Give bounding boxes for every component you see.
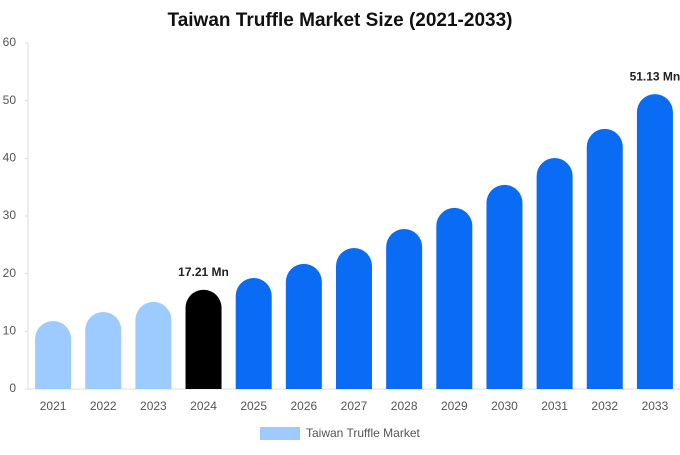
bar (135, 301, 172, 389)
legend-label: Taiwan Truffle Market (306, 426, 420, 440)
x-tick-label: 2033 (642, 399, 669, 413)
data-label: 17.21 Mn (178, 265, 229, 279)
bar (336, 248, 372, 389)
y-tick-label: 30 (3, 208, 17, 222)
x-tick-label: 2024 (190, 399, 217, 413)
bar (436, 207, 473, 389)
bar (486, 184, 523, 389)
x-tick-label: 2021 (40, 399, 67, 413)
legend-swatch (260, 427, 300, 440)
x-tick-label: 2032 (591, 399, 618, 413)
data-label: 51.13 Mn (630, 69, 680, 83)
x-tick-label: 2031 (541, 399, 568, 413)
bar (85, 312, 122, 389)
bar (285, 263, 322, 389)
bar (636, 94, 673, 390)
x-tick-label: 2027 (341, 399, 368, 413)
x-tick-label: 2029 (441, 399, 468, 413)
bar (586, 128, 623, 389)
x-tick-label: 2030 (491, 399, 518, 413)
bar (35, 320, 72, 389)
x-tick-label: 2028 (391, 399, 418, 413)
bar (185, 289, 222, 389)
x-tick-label: 2022 (90, 399, 117, 413)
bar (386, 228, 423, 389)
y-tick-label: 20 (3, 266, 17, 280)
bar (536, 158, 573, 389)
y-tick-label: 60 (3, 35, 17, 49)
y-tick-label: 50 (3, 93, 17, 107)
y-tick-label: 0 (9, 381, 16, 395)
y-tick-label: 10 (3, 324, 17, 338)
x-tick-label: 2023 (140, 399, 167, 413)
x-tick-label: 2026 (290, 399, 317, 413)
y-tick-label: 40 (3, 151, 17, 165)
x-tick-label: 2025 (240, 399, 267, 413)
bar (235, 277, 272, 389)
chart-title: Taiwan Truffle Market Size (2021-2033) (168, 10, 513, 31)
